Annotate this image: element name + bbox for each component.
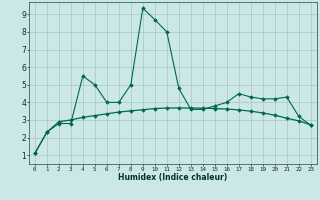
X-axis label: Humidex (Indice chaleur): Humidex (Indice chaleur) [118,173,228,182]
